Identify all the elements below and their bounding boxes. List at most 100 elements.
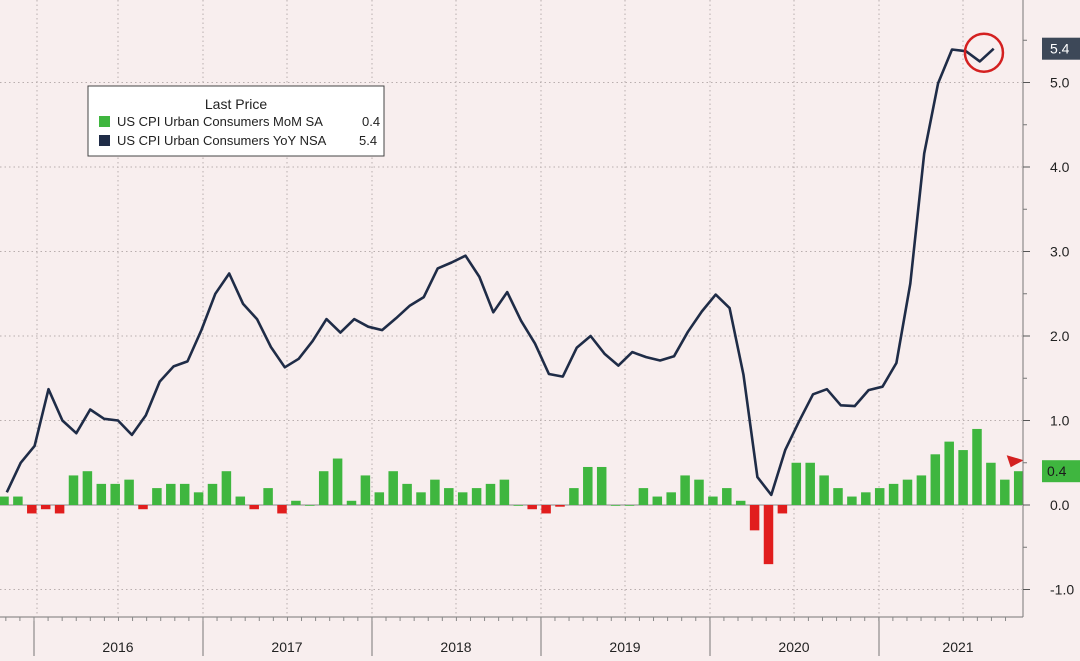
- mom-bar: [763, 505, 774, 565]
- mom-bar: [624, 505, 635, 506]
- mom-bar: [916, 475, 927, 505]
- mom-bar: [972, 428, 982, 505]
- mom-bar: [444, 488, 454, 505]
- mom-bar: [499, 479, 510, 505]
- yoy-last-value-text: 5.4: [1050, 41, 1070, 57]
- mom-bar: [847, 496, 857, 505]
- mom-bar: [318, 471, 329, 505]
- mom-bar: [360, 475, 371, 505]
- mom-bar: [82, 471, 93, 505]
- mom-bar: [902, 479, 913, 505]
- mom-bar: [555, 505, 565, 507]
- x-year-label: 2018: [440, 639, 471, 655]
- mom-bar: [583, 466, 593, 505]
- mom-bar: [207, 483, 218, 505]
- mom-bar: [888, 483, 899, 505]
- mom-bar: [277, 505, 287, 514]
- mom-bar: [13, 496, 23, 505]
- mom-bar: [416, 492, 426, 505]
- mom-bar: [179, 483, 190, 505]
- mom-bar: [457, 492, 468, 505]
- mom-bar: [332, 458, 343, 505]
- mom-bar: [27, 505, 37, 514]
- mom-bar: [138, 505, 148, 510]
- mom-bar: [610, 505, 621, 506]
- mom-bar: [986, 462, 996, 505]
- mom-bar: [569, 488, 579, 505]
- mom-bar: [291, 500, 301, 505]
- mom-bar: [833, 488, 843, 505]
- legend-label-mom: US CPI Urban Consumers MoM SA: [117, 114, 323, 129]
- mom-bar: [249, 505, 259, 510]
- mom-bar: [930, 454, 941, 505]
- mom-bar: [124, 479, 134, 505]
- yoy-last-value-box: [1042, 37, 1080, 60]
- grid: [0, 0, 1022, 617]
- mom-bar: [513, 505, 524, 506]
- mom-bar: [235, 496, 246, 505]
- mom-bar: [193, 492, 204, 505]
- mom-last-value-box: [1042, 460, 1080, 483]
- y-tick-label: 0.0: [1050, 497, 1070, 513]
- yoy-last-value-label: 5.4: [1042, 37, 1080, 60]
- mom-bars: [0, 428, 1024, 565]
- mom-bar: [958, 450, 968, 505]
- mom-bar: [1000, 479, 1010, 505]
- mom-last-value-label: 0.4: [1042, 460, 1080, 483]
- mom-bar: [346, 500, 357, 505]
- legend-value-yoy: 5.4: [359, 133, 377, 148]
- mom-bar: [527, 505, 537, 510]
- mom-bar: [110, 483, 120, 505]
- legend-swatch-mom: [99, 116, 110, 127]
- mom-bar: [638, 488, 649, 505]
- mom-bar: [166, 483, 176, 505]
- x-year-label: 2016: [102, 639, 133, 655]
- legend-swatch-yoy: [99, 135, 110, 146]
- legend-box: [87, 85, 385, 157]
- legend-label-yoy: US CPI Urban Consumers YoY NSA: [117, 133, 327, 148]
- mom-bar: [944, 441, 954, 505]
- mom-bar: [54, 505, 65, 514]
- y-tick-label: -1.0: [1050, 582, 1074, 598]
- mom-bar: [263, 488, 273, 505]
- yoy-line: [5, 47, 995, 497]
- mom-bar: [485, 483, 496, 505]
- mom-bar: [694, 479, 704, 505]
- mom-bar: [777, 505, 788, 514]
- mom-bar: [430, 479, 440, 505]
- x-year-label: 2020: [778, 639, 809, 655]
- mom-bar: [68, 475, 79, 505]
- legend-value-mom: 0.4: [362, 114, 380, 129]
- y-tick-label: 4.0: [1050, 159, 1070, 175]
- mom-bar: [861, 492, 871, 505]
- mom-bar: [708, 496, 718, 505]
- x-year-label: 2017: [271, 639, 302, 655]
- mom-bar: [1013, 471, 1024, 505]
- mom-bar: [819, 475, 829, 505]
- mom-bar: [96, 483, 107, 505]
- mom-bar: [652, 496, 663, 505]
- mom-last-value-text: 0.4: [1047, 463, 1067, 479]
- mom-bar: [735, 500, 746, 505]
- highlight-arrow: [1006, 455, 1024, 468]
- mom-bar: [402, 483, 412, 505]
- mom-bar: [596, 466, 607, 505]
- mom-bar: [680, 475, 690, 505]
- x-axis: 2016 2017 2018 2019 2020 2021: [0, 616, 1023, 656]
- mom-bar: [0, 496, 9, 505]
- x-year-label: 2021: [942, 639, 973, 655]
- mom-bar: [374, 492, 385, 505]
- y-axis: 5.0 4.0 3.0 2.0 1.0 0.0 -1.0: [1022, 0, 1074, 617]
- legend: Last Price US CPI Urban Consumers MoM SA…: [87, 85, 385, 157]
- highlight-circle: [963, 32, 1005, 73]
- mom-bar: [874, 488, 885, 505]
- mom-bar: [666, 492, 676, 505]
- y-tick-label: 3.0: [1050, 244, 1070, 260]
- mom-bar: [40, 505, 51, 510]
- y-tick-label: 2.0: [1050, 328, 1070, 344]
- mom-bar: [388, 471, 398, 505]
- legend-title: Last Price: [205, 96, 267, 112]
- y-tick-label: 1.0: [1050, 413, 1070, 429]
